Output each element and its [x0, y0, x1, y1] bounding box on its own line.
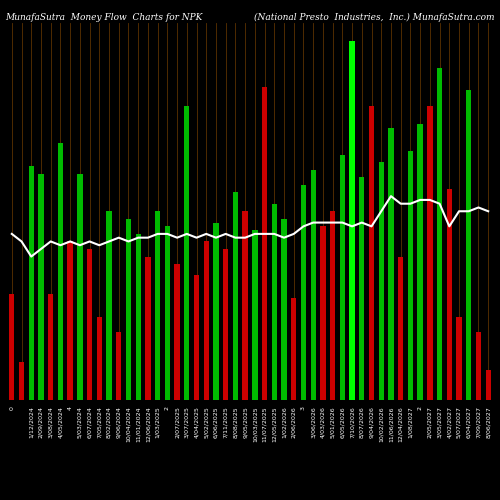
Bar	[388, 128, 394, 400]
Bar	[378, 162, 384, 400]
Bar	[68, 242, 73, 400]
Bar	[116, 332, 121, 400]
Bar	[262, 86, 268, 400]
Bar	[155, 211, 160, 400]
Bar	[38, 174, 44, 400]
Bar	[466, 90, 471, 400]
Bar	[486, 370, 491, 400]
Bar	[214, 222, 218, 400]
Bar	[96, 317, 102, 400]
Bar	[330, 211, 336, 400]
Bar	[446, 188, 452, 400]
Bar	[291, 298, 296, 400]
Bar	[194, 276, 199, 400]
Bar	[398, 256, 404, 400]
Bar	[456, 317, 462, 400]
Bar	[136, 234, 141, 400]
Bar	[427, 106, 432, 400]
Bar	[223, 249, 228, 400]
Bar	[9, 294, 15, 400]
Bar	[28, 166, 34, 400]
Bar	[437, 68, 442, 400]
Bar	[77, 174, 82, 400]
Bar	[301, 185, 306, 400]
Bar	[310, 170, 316, 400]
Bar	[242, 211, 248, 400]
Bar	[145, 256, 150, 400]
Bar	[126, 219, 131, 400]
Bar	[174, 264, 180, 400]
Bar	[252, 230, 258, 400]
Bar	[476, 332, 481, 400]
Bar	[359, 178, 364, 400]
Bar	[282, 219, 286, 400]
Bar	[164, 226, 170, 400]
Bar	[106, 211, 112, 400]
Bar	[408, 151, 413, 400]
Bar	[340, 154, 345, 400]
Bar	[48, 294, 54, 400]
Text: (National Presto  Industries,  Inc.) MunafaSutra.com: (National Presto Industries, Inc.) Munaf…	[254, 12, 495, 22]
Bar	[19, 362, 24, 400]
Bar	[320, 226, 326, 400]
Bar	[204, 242, 209, 400]
Bar	[350, 42, 355, 400]
Bar	[87, 249, 92, 400]
Bar	[184, 106, 190, 400]
Bar	[369, 106, 374, 400]
Bar	[58, 144, 63, 400]
Bar	[232, 192, 238, 400]
Bar	[272, 204, 277, 400]
Bar	[418, 124, 423, 400]
Text: MunafaSutra  Money Flow  Charts for NPK: MunafaSutra Money Flow Charts for NPK	[5, 12, 202, 22]
